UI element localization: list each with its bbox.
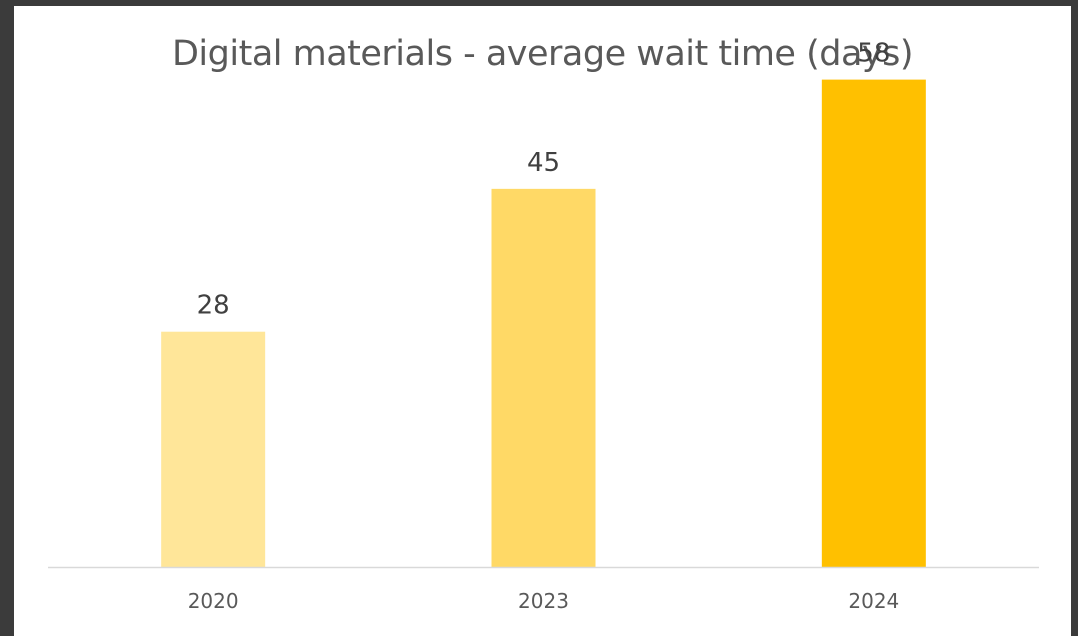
x-tick-label-2024: 2024 [848, 589, 899, 613]
data-label-2023: 45 [527, 148, 560, 178]
chart-title: Digital materials - average wait time (d… [171, 34, 914, 74]
bars-layer [161, 79, 926, 567]
data-label-2024: 58 [857, 39, 890, 69]
x-tick-labels: 2020 2023 2024 [188, 589, 900, 613]
chart-container: Digital materials - average wait time (d… [14, 6, 1071, 636]
labels-layer: 28 45 58 [197, 39, 891, 321]
data-label-2020: 28 [197, 291, 230, 321]
bar-2023 [491, 188, 596, 567]
x-tick-label-2020: 2020 [188, 589, 239, 613]
bar-2020 [161, 331, 266, 567]
x-tick-label-2023: 2023 [518, 589, 569, 613]
bar-chart: 28 45 58 2020 2023 2024 [48, 39, 1039, 613]
bar-2024 [821, 79, 926, 567]
